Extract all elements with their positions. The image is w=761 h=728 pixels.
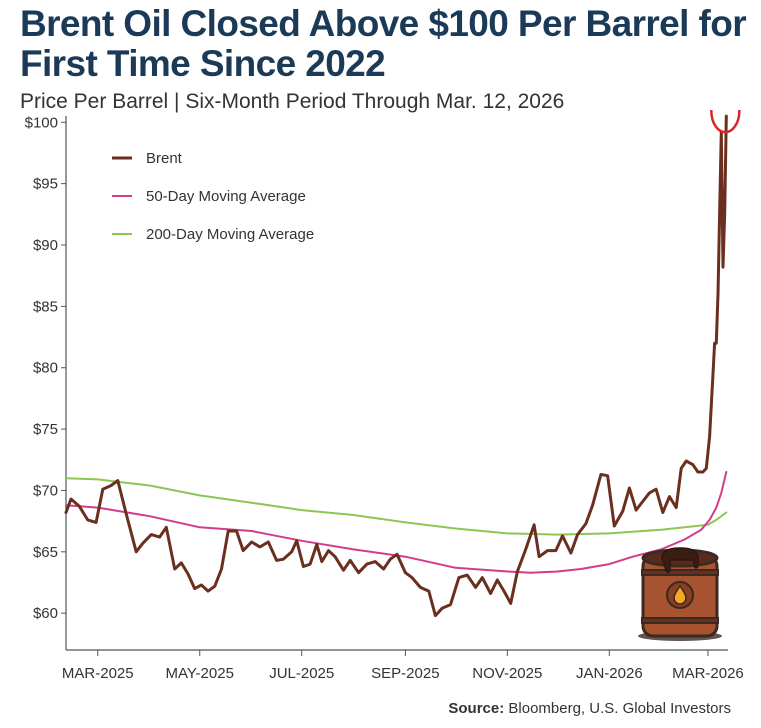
chart-legend: Brent 50-Day Moving Average 200-Day Moving… [112, 150, 314, 243]
chart-annotations [710, 110, 741, 134]
x-tick-label: JAN-2026 [576, 665, 643, 682]
y-tick-label: $70 [33, 482, 58, 499]
oil-barrel-icon [638, 547, 722, 641]
series-line-ma50 [65, 471, 728, 574]
brent-price-chart: $60 $65 $70 $75 $80 $85 $90 $95 $100 MAR-2025 MAY-… [25, 110, 744, 682]
series-line-ma200 [65, 477, 728, 536]
x-tick-label: MAR-2026 [672, 665, 744, 682]
y-tick-label: $100 [25, 114, 58, 131]
chart-subtitle: Price Per Barrel | Six-Month Period Thro… [20, 90, 565, 113]
chart-axes: $60 $65 $70 $75 $80 $85 $90 $95 $100 MAR-2025 MAY-… [25, 114, 744, 682]
legend-label-ma200: 200-Day Moving Average [146, 226, 314, 243]
barrel-band-bottom [641, 617, 719, 624]
oil-drop-icon [673, 584, 687, 605]
legend-label-brent: Brent [146, 150, 183, 167]
x-tick-label: MAR-2025 [62, 665, 134, 682]
barrel-oil-drip [661, 547, 699, 574]
x-tick-label: SEP-2025 [371, 665, 439, 682]
legend-label-ma50: 50-Day Moving Average [146, 188, 306, 205]
y-tick-label: $60 [33, 605, 58, 622]
source-text: Bloomberg, U.S. Global Investors [508, 700, 731, 717]
y-tick-label: $90 [33, 237, 58, 254]
source-label: Source: [448, 700, 505, 717]
y-tick-label: $85 [33, 298, 58, 315]
series-line-brent [64, 114, 728, 618]
x-tick-label: MAY-2025 [166, 665, 234, 682]
barrel-band-top [641, 569, 719, 576]
source-note: Source: Bloomberg, U.S. Global Investors [448, 700, 731, 717]
y-tick-label: $75 [33, 421, 58, 438]
y-tick-label: $65 [33, 544, 58, 561]
y-tick-label: $80 [33, 360, 58, 377]
chart-title: Brent Oil Closed Above $100 Per Barrel f… [20, 3, 747, 84]
y-tick-label: $95 [33, 176, 58, 193]
chart-lines [64, 114, 728, 618]
x-tick-label: JUL-2025 [269, 665, 334, 682]
highlight-circle [710, 110, 741, 134]
x-tick-label: NOV-2025 [472, 665, 542, 682]
